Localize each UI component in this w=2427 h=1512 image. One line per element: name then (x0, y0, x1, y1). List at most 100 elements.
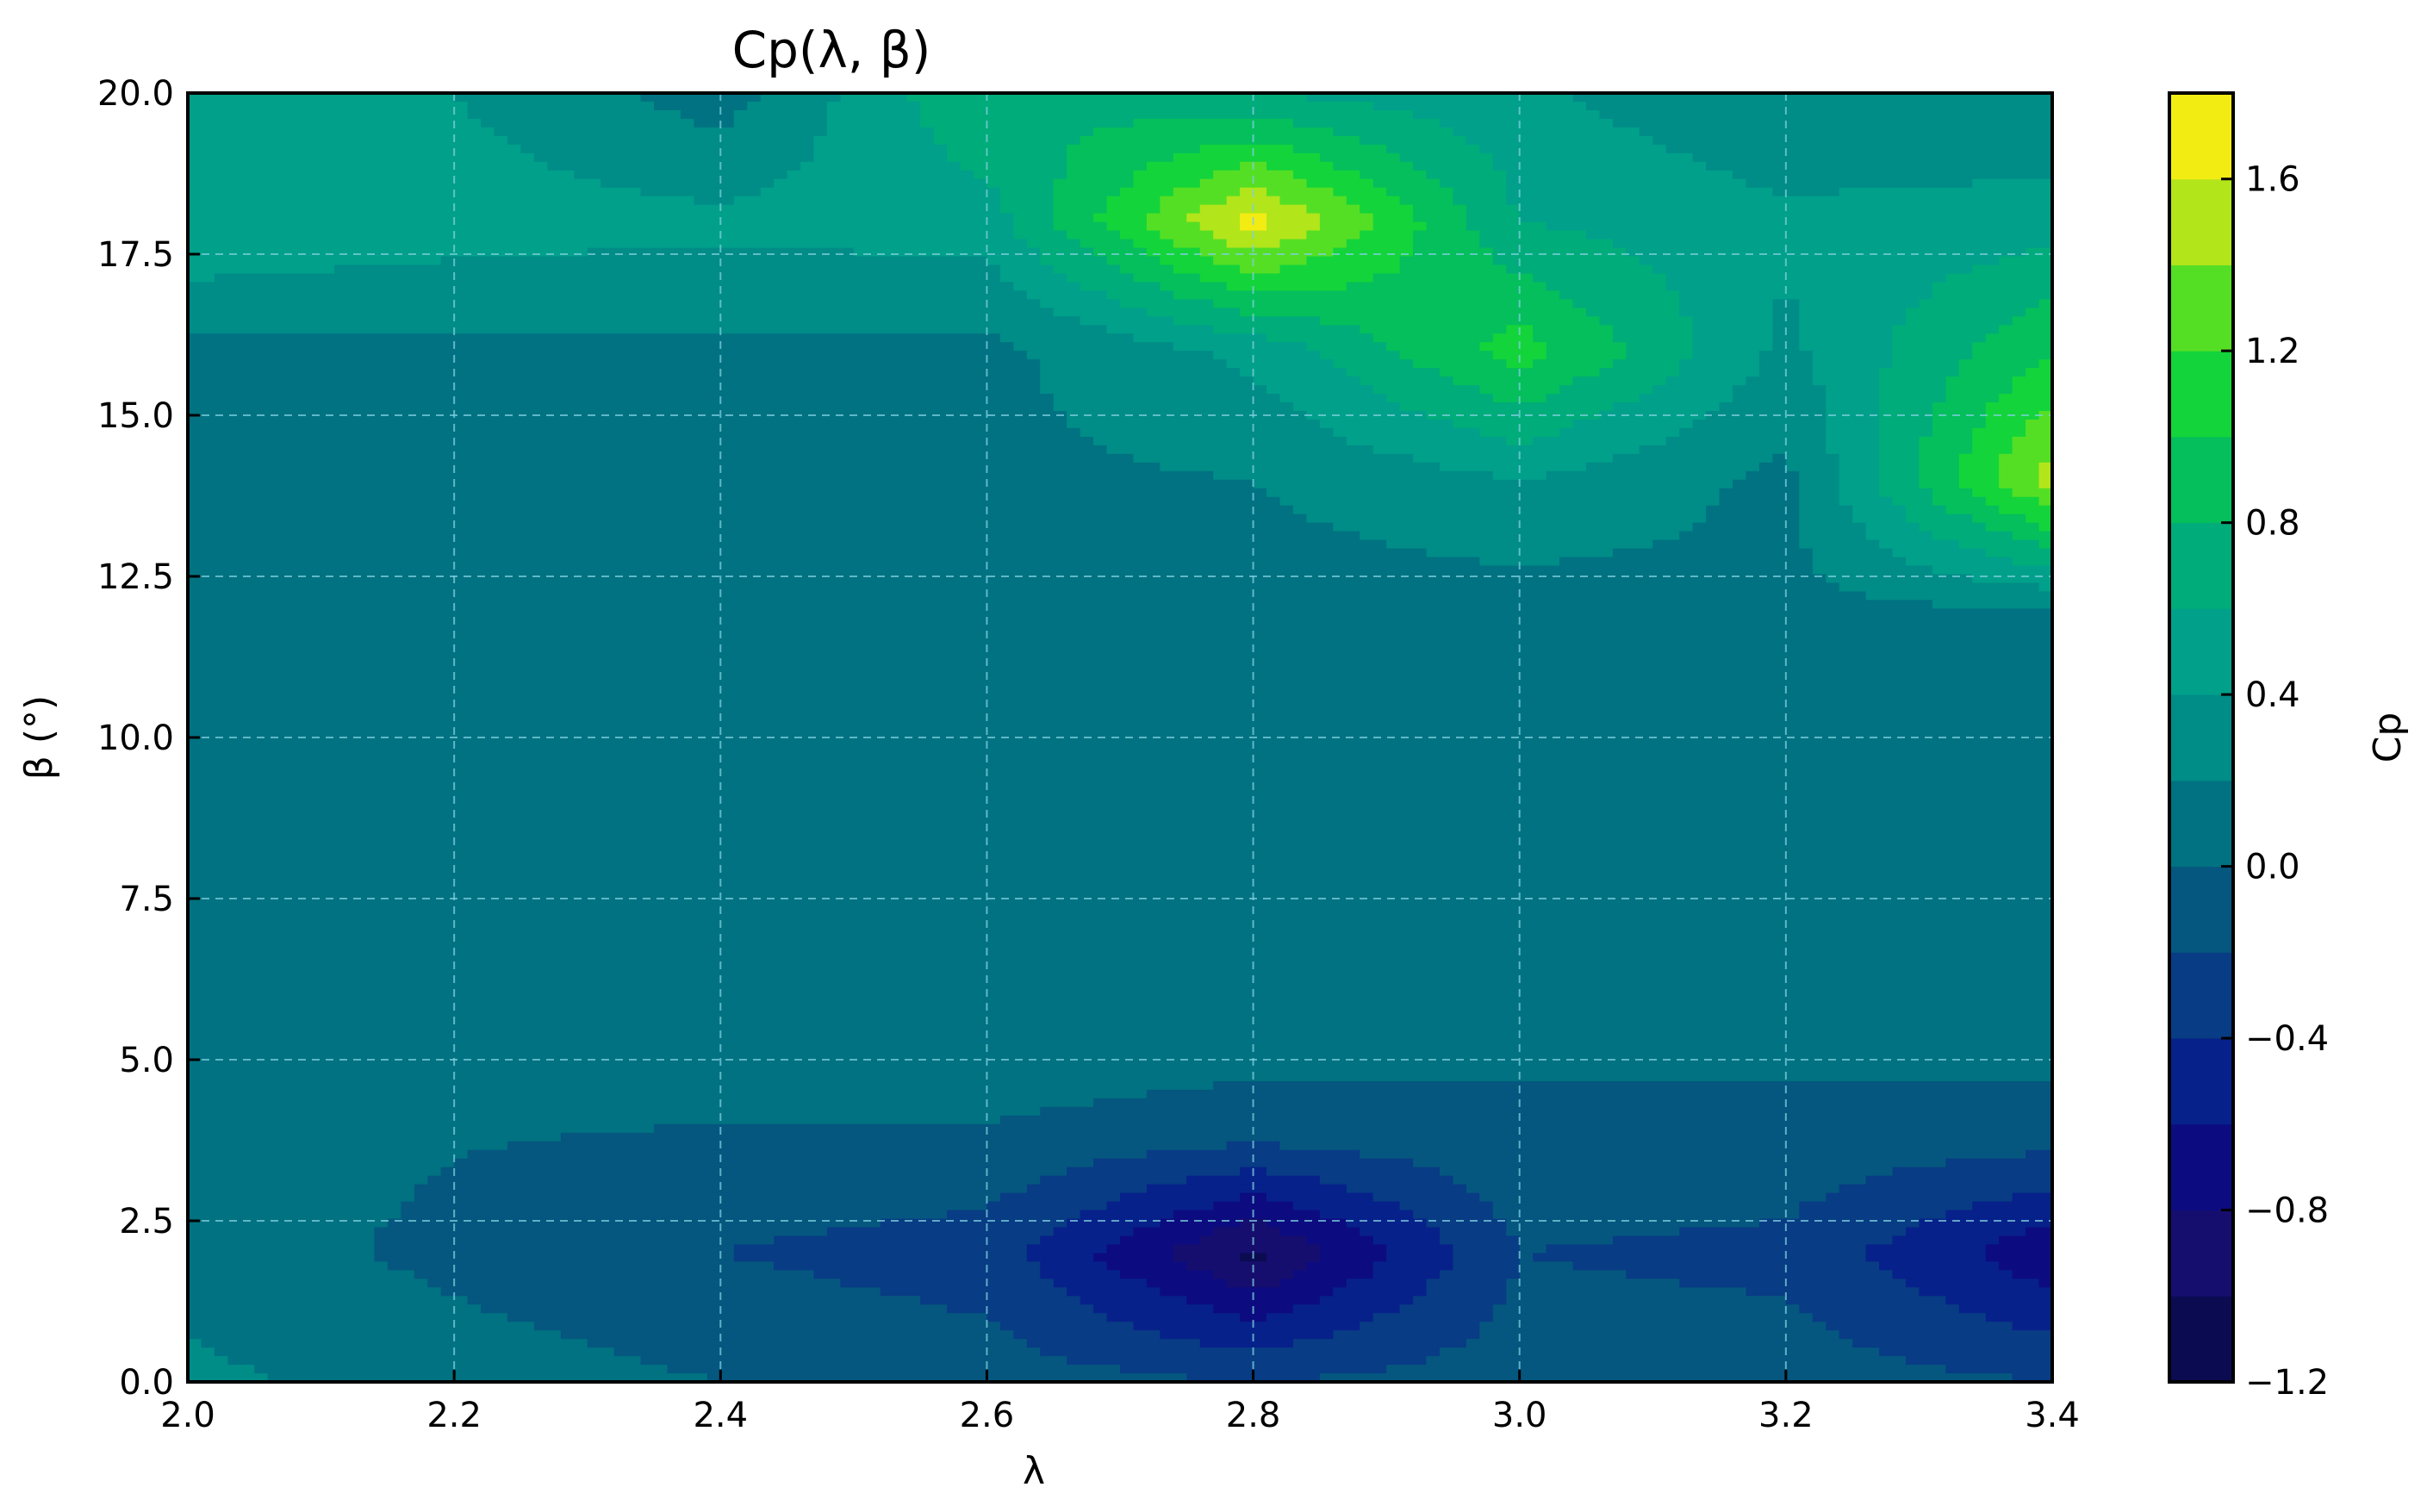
contour-cell (188, 127, 495, 137)
contour-cell (1053, 1279, 1148, 1289)
contour-cell (1506, 1287, 1747, 1297)
contour-cell (1492, 333, 1534, 344)
contour-cell (1799, 308, 1907, 318)
contour-cell (188, 1063, 2052, 1073)
contour-cell (1306, 204, 1361, 215)
contour-cell (1067, 1287, 1161, 1297)
contour-cell (188, 866, 2052, 876)
contour-cell (1067, 170, 1135, 180)
contour-cell (188, 325, 1108, 335)
contour-cell (188, 1347, 215, 1357)
contour-cell (1333, 1330, 1481, 1340)
contour-cell (188, 170, 576, 180)
contour-cell (1905, 1356, 2052, 1366)
contour-cell (507, 135, 815, 146)
contour-cell (1040, 256, 1108, 266)
contour-cell (1972, 445, 2013, 455)
contour-cell (1839, 488, 1880, 498)
contour-cell (1985, 419, 2026, 429)
contour-cell (1919, 445, 1974, 455)
contour-cell (1892, 351, 1974, 360)
contour-cell (1679, 368, 1760, 377)
contour-cell (2012, 488, 2052, 498)
contour-cell (1053, 187, 1121, 197)
contour-cell (1279, 239, 1347, 249)
contour-cell (1346, 368, 1441, 377)
contour-cell (1346, 282, 1547, 292)
contour-cell (188, 634, 2052, 644)
contour-cell (188, 608, 2052, 619)
contour-cell (1559, 427, 1680, 438)
contour-cell (1972, 351, 2052, 360)
colorbar-frame (2168, 91, 2235, 1384)
contour-cell (188, 729, 2052, 738)
contour-cell (188, 840, 2052, 850)
contour-cell (1599, 368, 1680, 377)
contour-cell (1333, 187, 1387, 197)
contour-cell (601, 178, 775, 189)
contour-cell (188, 677, 2052, 687)
contour-cell (1040, 376, 1254, 386)
contour-cell (1879, 453, 1920, 464)
contour-cell (1439, 1167, 1894, 1177)
contour-cell (1226, 239, 1281, 249)
contour-cell (188, 1201, 402, 1211)
contour-cell (1279, 394, 1387, 403)
contour-cell (1679, 308, 1774, 318)
contour-cell (1186, 1261, 1308, 1272)
contour-cell (960, 161, 1067, 171)
contour-cell (188, 178, 601, 189)
y-tick-label: 12.5 (97, 557, 174, 597)
contour-cell (574, 170, 788, 180)
contour-cell (1919, 470, 1960, 481)
contour-cell (188, 230, 1015, 240)
contour-cell (1413, 204, 1467, 215)
contour-cell (2012, 445, 2052, 455)
contour-cell (1466, 1339, 1853, 1348)
contour-cell (1146, 308, 1241, 318)
contour-cell (188, 1210, 402, 1220)
contour-cell (1160, 204, 1201, 215)
contour-cell (1852, 505, 1907, 515)
contour-cell (1453, 1175, 1867, 1185)
contour-cell (374, 1235, 775, 1246)
contour-cell (999, 196, 1055, 206)
contour-cell (1839, 470, 1880, 481)
contour-cell (188, 411, 1067, 420)
contour-cell (1013, 213, 1055, 223)
contour-cell (188, 144, 522, 154)
contour-cell (1199, 144, 1294, 154)
contour-cell (188, 1141, 508, 1151)
contour-cell (1040, 385, 1267, 395)
contour-cell (1413, 239, 1481, 249)
contour-cell (1932, 419, 1987, 429)
contour-cell (1972, 574, 2052, 584)
contour-cell (1093, 1304, 1214, 1315)
contour-cell (1266, 1192, 1374, 1203)
contour-cell (481, 118, 695, 128)
contour-cell (1533, 273, 1667, 283)
contour-cell (188, 1244, 376, 1254)
contour-cell (188, 762, 2052, 773)
contour-cell (1146, 1089, 2052, 1099)
contour-cell (188, 849, 2052, 859)
contour-cell (1826, 445, 1880, 455)
contour-cell (374, 1227, 828, 1237)
contour-cell (813, 1270, 1042, 1280)
contour-cell (1213, 230, 1308, 240)
colorbar-tick-label: 1.6 (2245, 160, 2300, 200)
contour-cell (1492, 470, 1547, 481)
contour-cell (760, 93, 842, 103)
contour-cell (1106, 196, 1161, 206)
contour-cell (1040, 1261, 1108, 1272)
contour-cell (813, 135, 935, 146)
contour-cell (1133, 170, 1214, 180)
contour-cell (1612, 453, 1774, 464)
contour-cell (1972, 264, 2052, 275)
contour-cell (840, 93, 908, 103)
contour-cell (1360, 1322, 1481, 1331)
contour-cell (1173, 187, 1241, 197)
colorbar-segment (2169, 866, 2233, 953)
contour-cell (1292, 144, 1387, 154)
contour-cell (1919, 522, 1987, 532)
